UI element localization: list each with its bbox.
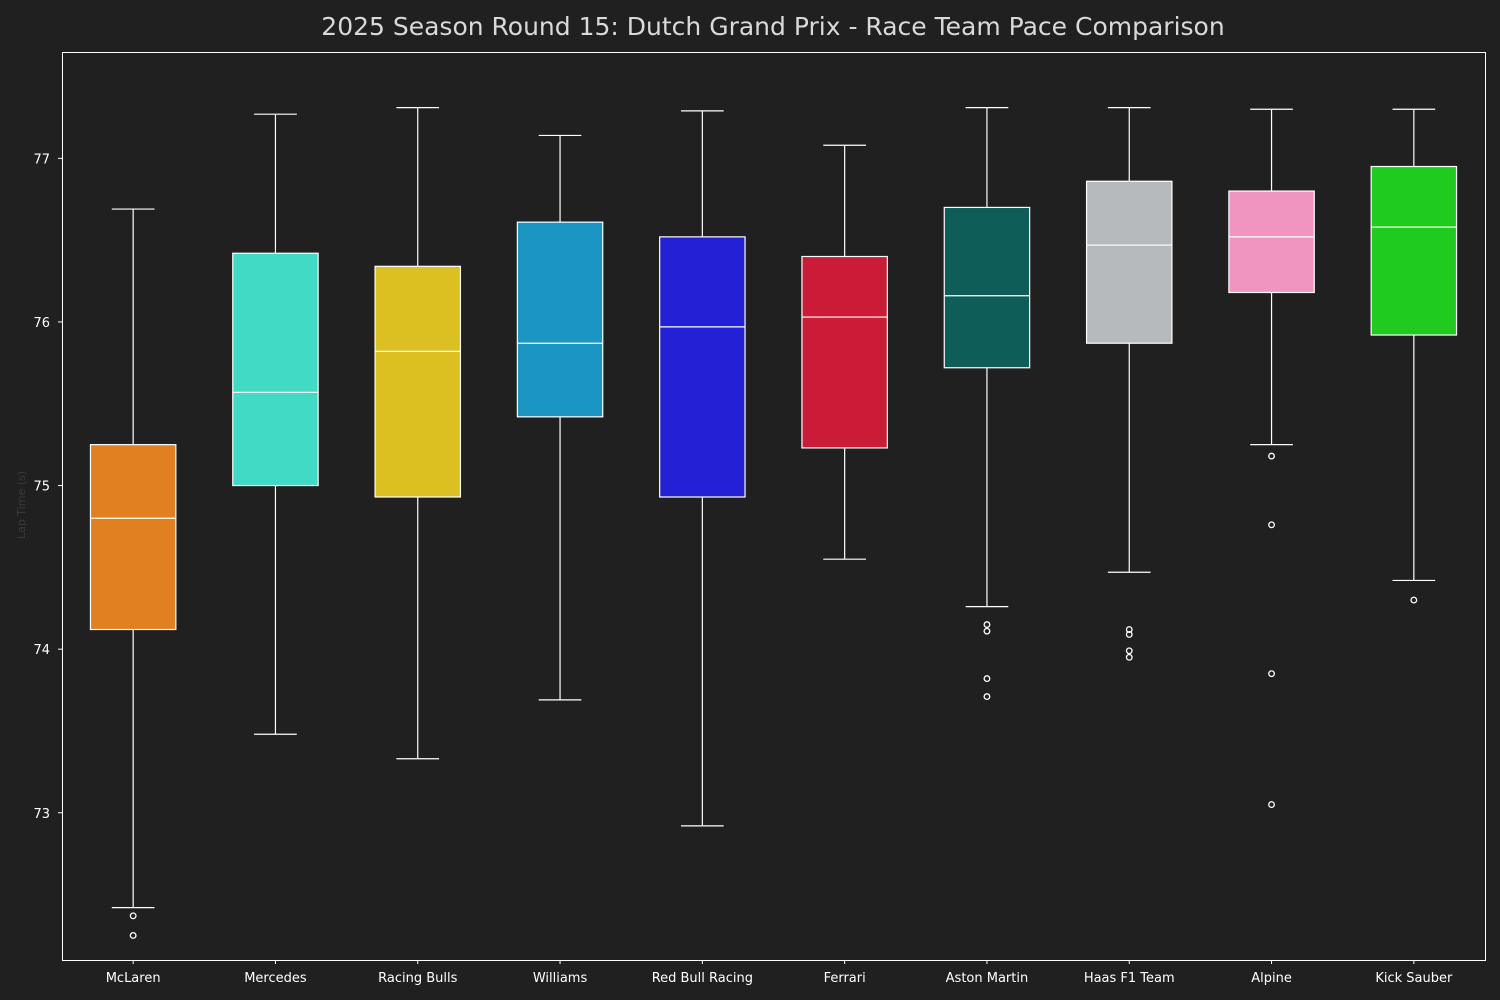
x-axis: McLaren Mercedes Racing Bulls Williams Red B…	[106, 960, 1453, 986]
iqr-box	[659, 236, 746, 498]
y-tick-label: 76	[33, 316, 50, 331]
box-williams	[516, 134, 604, 701]
x-tick-label: Racing Bulls	[378, 971, 457, 986]
iqr-box	[943, 206, 1031, 369]
x-tick-label: Alpine	[1251, 971, 1292, 986]
x-tick-label: Aston Martin	[946, 971, 1029, 986]
chart-title: 2025 Season Round 15: Dutch Grand Prix -…	[321, 12, 1224, 41]
outlier-point	[1125, 647, 1133, 655]
box-mclaren	[89, 208, 177, 939]
box-red-bull-racing	[659, 110, 746, 827]
outlier-point	[129, 932, 137, 939]
x-tick-label: Kick Sauber	[1375, 971, 1453, 986]
x-tick-label: Haas F1 Team	[1084, 971, 1175, 986]
outlier-point	[1268, 801, 1275, 809]
outlier-point	[129, 912, 137, 920]
iqr-box	[516, 221, 604, 418]
x-tick-label: McLaren	[106, 971, 161, 986]
iqr-box	[374, 265, 462, 498]
y-axis-label: Lap Time (s)	[15, 471, 28, 539]
box-ferrari	[801, 144, 888, 560]
x-tick-label: Mercedes	[244, 971, 307, 986]
outlier-point	[1268, 452, 1275, 460]
plot-frame	[62, 52, 1486, 961]
outlier-point	[1268, 521, 1275, 529]
box-kick-sauber	[1370, 108, 1458, 604]
outlier-point	[983, 621, 991, 629]
outlier-point	[1125, 626, 1133, 633]
outlier-point	[1125, 653, 1133, 661]
x-tick-label: Red Bull Racing	[652, 971, 753, 986]
outlier-point	[983, 627, 991, 635]
y-tick-label: 75	[33, 480, 50, 495]
y-tick-label: 77	[33, 152, 50, 167]
outlier-point	[1268, 670, 1275, 678]
y-axis: 73 74 75 76 77	[33, 152, 62, 822]
box-mercedes	[232, 113, 319, 735]
box-haas-f1-team	[1085, 107, 1173, 661]
x-tick-label: Williams	[533, 971, 588, 986]
outlier-point	[983, 675, 991, 683]
iqr-box	[1085, 180, 1173, 344]
y-tick-label: 73	[33, 807, 50, 822]
iqr-box	[1370, 165, 1458, 336]
x-tick-label: Ferrari	[824, 971, 866, 986]
iqr-box	[801, 255, 888, 449]
y-tick-label: 74	[33, 643, 50, 658]
iqr-box	[1228, 190, 1315, 294]
iqr-box	[232, 252, 319, 487]
box-racing-bulls	[374, 107, 462, 760]
outlier-point	[1125, 630, 1133, 638]
iqr-box	[89, 444, 177, 631]
outlier-point	[1410, 596, 1418, 604]
outlier-point	[983, 693, 991, 701]
box-alpine	[1228, 108, 1315, 809]
box-aston-martin	[943, 107, 1031, 701]
boxes-group	[89, 107, 1458, 939]
